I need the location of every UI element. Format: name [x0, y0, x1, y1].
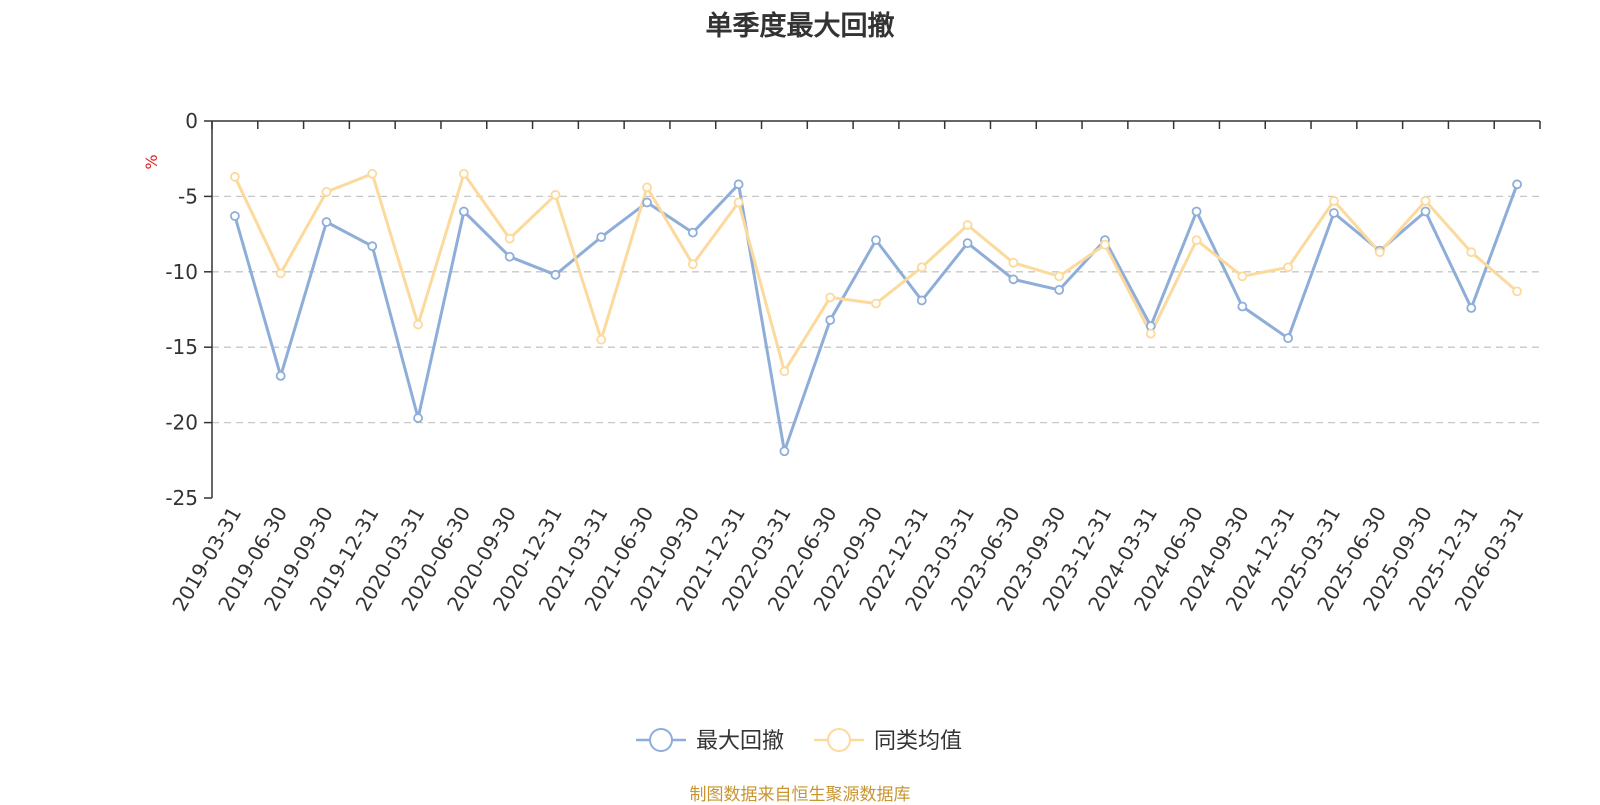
data-point-s1	[275, 370, 286, 381]
data-point-s2	[275, 268, 286, 279]
legend-marker	[649, 728, 673, 752]
source-note: 制图数据来自恒生聚源数据库	[689, 785, 911, 805]
legend-marker	[827, 728, 851, 752]
data-point-s1	[321, 217, 332, 227]
data-point-s1	[596, 232, 607, 243]
data-point-s1	[1191, 206, 1202, 217]
data-point-s1	[413, 413, 423, 423]
data-point-s2	[367, 168, 378, 179]
data-point-s2	[1237, 271, 1248, 282]
data-point-s2	[321, 186, 332, 197]
data-point-s2	[1054, 271, 1065, 282]
data-point-s2	[504, 233, 515, 244]
y-tick-label: -25	[165, 486, 198, 510]
data-point-s2	[779, 366, 790, 377]
series-line-2	[233, 172, 1519, 373]
data-point-s2	[733, 197, 744, 208]
data-point-s2	[229, 171, 240, 182]
data-point-s2	[1374, 247, 1385, 258]
y-tick-label: 0	[185, 109, 198, 133]
data-point-s2	[687, 259, 698, 270]
data-point-s2	[1008, 257, 1019, 268]
data-point-s1	[1512, 179, 1523, 190]
data-point-s2	[413, 319, 423, 330]
data-point-s1	[229, 211, 240, 221]
data-point-s1	[871, 235, 881, 246]
data-point-s2	[550, 189, 561, 200]
y-axis-unit: %	[142, 154, 161, 169]
data-point-s1	[1237, 301, 1248, 312]
data-point-s2	[642, 182, 652, 193]
line-chart: 0-5-10-15-20-25%2019-03-312019-06-302019…	[142, 109, 1541, 754]
data-point-s2	[458, 168, 469, 179]
series-line-1	[233, 182, 1519, 453]
data-point-s1	[642, 197, 652, 208]
chart-title: 单季度最大回撤	[705, 11, 895, 42]
y-tick-label: -15	[165, 335, 198, 359]
data-point-s1	[779, 446, 790, 457]
data-point-s1	[733, 179, 744, 190]
data-point-s1	[1054, 284, 1065, 295]
data-point-s2	[1191, 235, 1202, 246]
data-point-s1	[550, 269, 561, 280]
data-point-s2	[916, 262, 927, 273]
data-point-s1	[1466, 303, 1477, 313]
data-point-s1	[825, 315, 836, 325]
data-point-s1	[504, 251, 515, 262]
data-point-s2	[1100, 239, 1110, 250]
data-point-s1	[1008, 274, 1019, 285]
data-point-s2	[962, 220, 973, 230]
y-tick-label: -10	[165, 260, 198, 284]
y-tick-label: -5	[178, 184, 198, 208]
data-point-s1	[916, 295, 927, 306]
y-tick-label: -20	[165, 411, 198, 435]
legend-label: 同类均值	[874, 729, 962, 754]
data-point-s2	[1283, 262, 1294, 273]
data-point-s2	[825, 292, 836, 303]
data-point-s2	[1466, 247, 1477, 258]
data-point-s2	[1145, 328, 1156, 339]
data-point-s2	[1420, 196, 1431, 206]
legend-label: 最大回撤	[696, 729, 784, 754]
data-point-s1	[1420, 206, 1431, 217]
data-point-s1	[1329, 208, 1339, 218]
data-point-s1	[962, 238, 973, 249]
data-point-s2	[1329, 196, 1339, 206]
data-point-s2	[596, 334, 607, 345]
data-point-s1	[458, 206, 469, 217]
data-point-s2	[1512, 286, 1523, 297]
data-point-s1	[1283, 333, 1294, 344]
data-point-s1	[687, 227, 698, 238]
data-point-s2	[871, 298, 881, 309]
data-point-s1	[367, 241, 378, 252]
